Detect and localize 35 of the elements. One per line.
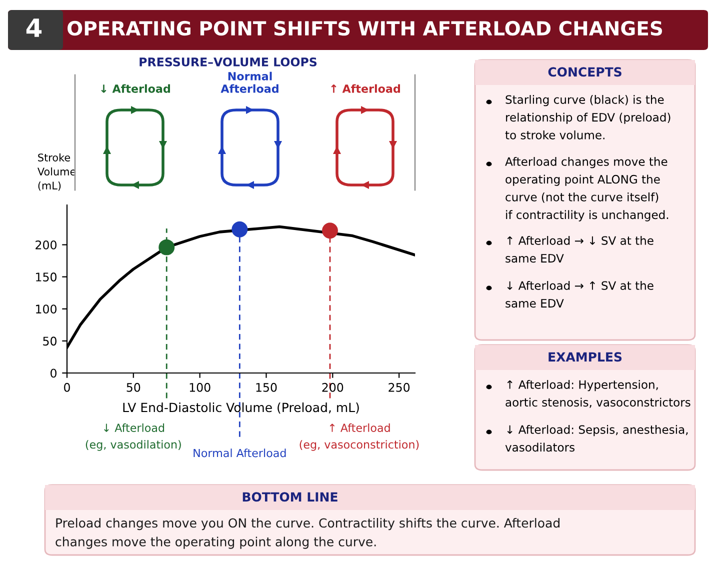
text: ↑ Afterload → ↓ SV at the same EDV [506, 236, 654, 263]
y-tick-label: 100 [36, 304, 56, 314]
ref-line-label: ↑ Afterload (eg, vasoconstriction) [300, 423, 419, 451]
text: ↓ Afterload → ↑ SV at the same EDV [506, 281, 654, 308]
text: ↓ Afterload [101, 84, 170, 93]
text: OPERATING POINT SHIFTS WITH AFTERLOAD CHANGES [68, 20, 662, 36]
y-tick-label: 150 [36, 272, 56, 282]
text: 4 [26, 18, 42, 37]
y-tick-label: 200 [36, 240, 56, 250]
x-tick-label: 250 [388, 382, 410, 392]
x-tick-label: 0 [64, 382, 70, 392]
x-tick-label: 150 [256, 382, 277, 392]
point [158, 239, 175, 256]
chart-subtitle: PRESSURE–VOLUME LOOPS [140, 57, 317, 66]
text: BOTTOM LINE [242, 492, 338, 502]
text: Preload changes move you ON the curve. Contractility shifts the curve. Afterload changes move the operating point along the curve. [56, 518, 560, 549]
text: EXAMPLES [548, 352, 622, 362]
text: ↑ Afterload [331, 84, 400, 93]
text: Normal Afterload [220, 72, 278, 93]
ref-line-label: Normal Afterload [194, 448, 286, 458]
point [232, 221, 248, 238]
text: Starling curve (black) is the relationship of EDV (preload) to stroke volume. [505, 95, 670, 140]
y-tick-label: 0 [50, 368, 56, 378]
x-axis-title: LV End-Diastolic Volume (Preload, mL) [123, 402, 359, 414]
y-axis-title: Stroke Volume (mL) [38, 153, 76, 191]
ref-line-label: ↓ Afterload (eg, vasodilation) [86, 423, 181, 451]
text: Afterload changes move the operating point ALONG the curve (not the curve itself) if contractility is unchanged. [505, 157, 668, 222]
text: CONCEPTS [548, 67, 622, 77]
x-tick-label: 50 [126, 382, 140, 392]
x-tick-label: 100 [190, 382, 210, 392]
text: ↓ Afterload: Sepsis, anesthesia, vasodilators [505, 425, 688, 452]
y-tick-label: 50 [43, 336, 56, 346]
x-tick-label: 200 [322, 382, 344, 392]
text: ↑ Afterload: Hypertension, aortic stenosis, vasoconstrictors [506, 380, 690, 408]
point [322, 222, 338, 239]
